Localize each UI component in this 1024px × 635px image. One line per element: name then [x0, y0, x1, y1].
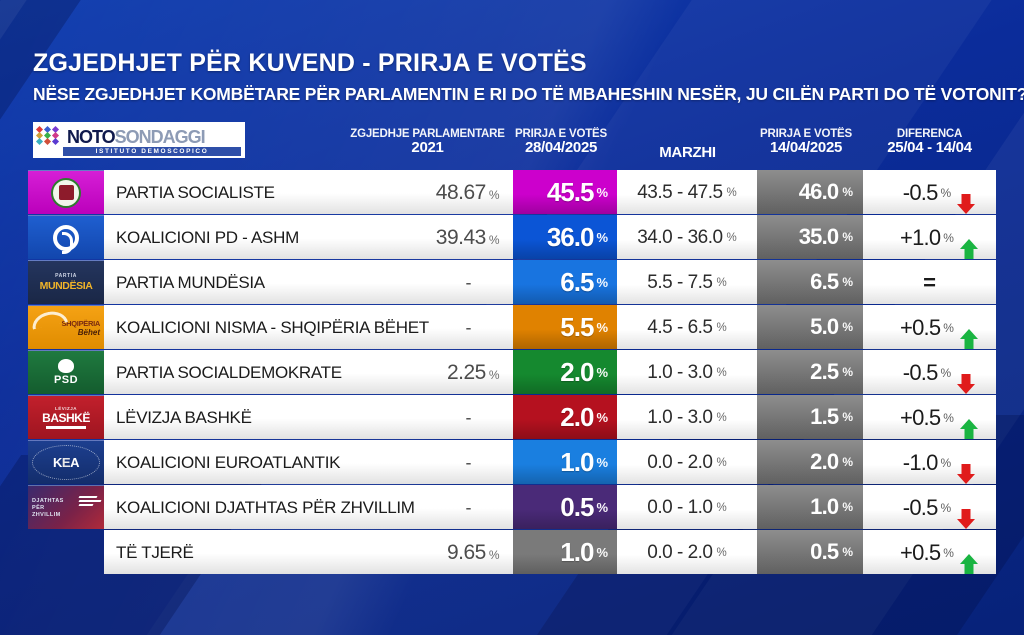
margin-value: 1.0 - 3.0%	[617, 395, 757, 439]
difference-value: +0.5%	[863, 530, 996, 574]
parliament-2021-value: -	[465, 452, 472, 472]
table-row[interactable]: KOALICIONI PD - ASHM 39.43% 36.0% 34.0 - 36…	[28, 215, 996, 259]
current-trend-value: 5.5%	[513, 305, 617, 349]
party-name-cell: PARTIA SOCIALDEMOKRATE 2.25%	[104, 350, 513, 394]
party-name-cell: LËVIZJA BASHKË -	[104, 395, 513, 439]
table-row[interactable]: KEA KOALICIONI EUROATLANTIK -1.0% 0.0 - 2.0…	[28, 440, 996, 484]
current-trend-value: 1.0%	[513, 440, 617, 484]
parliament-2021-value: -	[465, 272, 472, 292]
parliament-2021-value: 2.25%	[446, 360, 500, 384]
logo-word-sondaggi: SONDAGGI	[114, 126, 206, 147]
party-name: LËVIZJA BASHKË	[116, 407, 252, 427]
current-trend-value: 0.5%	[513, 485, 617, 529]
previous-trend-value: 2.0%	[757, 440, 863, 484]
current-trend-value: 45.5%	[513, 170, 617, 214]
margin-value: 4.5 - 6.5%	[617, 305, 757, 349]
parliament-2021-value: 48.67%	[435, 180, 500, 204]
previous-trend-value: 6.5%	[757, 260, 863, 304]
party-name-cell: TË TJERË 9.65%	[104, 530, 513, 574]
party-name-cell: KOALICIONI PD - ASHM 39.43%	[104, 215, 513, 259]
difference-value: +0.5%	[863, 305, 996, 349]
previous-trend-value: 5.0%	[757, 305, 863, 349]
parliament-2021-value: 9.65%	[446, 540, 500, 564]
party-name-cell: PARTIA MUNDËSIA -	[104, 260, 513, 304]
margin-value: 0.0 - 1.0%	[617, 485, 757, 529]
party-name: KOALICIONI EUROATLANTIK	[116, 452, 341, 472]
party-name: PARTIA SOCIALISTE	[116, 182, 275, 202]
page-title: ZGJEDHJET PËR KUVEND - PRIRJA E VOTËS	[33, 49, 587, 77]
party-name: KOALICIONI NISMA - SHQIPËRIA BËHET	[116, 317, 429, 337]
party-logo: LËVIZJA BASHKË	[28, 395, 104, 439]
party-logo: PSD	[28, 350, 104, 394]
previous-trend-value: 0.5%	[757, 530, 863, 574]
table-row[interactable]: LËVIZJA BASHKË LËVIZJA BASHKË - 2.0% 1.0 - 3.…	[28, 395, 996, 439]
column-header-margin: MARZHI	[659, 144, 716, 161]
parliament-2021-value: -	[465, 497, 472, 517]
party-logo: KEA	[28, 440, 104, 484]
difference-value: =	[863, 260, 996, 304]
party-logo: PARTIA MUNDËSIA	[28, 260, 104, 304]
current-trend-value: 1.0%	[513, 530, 617, 574]
party-name: PARTIA SOCIALDEMOKRATE	[116, 362, 342, 382]
party-name-cell: KOALICIONI NISMA - SHQIPËRIA BËHET -	[104, 305, 513, 349]
current-trend-value: 6.5%	[513, 260, 617, 304]
party-name-cell: PARTIA SOCIALISTE 48.67%	[104, 170, 513, 214]
previous-trend-value: 1.5%	[757, 395, 863, 439]
difference-value: +0.5%	[863, 395, 996, 439]
margin-value: 5.5 - 7.5%	[617, 260, 757, 304]
parliament-2021-value: -	[465, 407, 472, 427]
previous-trend-value: 2.5%	[757, 350, 863, 394]
logo-subtitle: ISTITUTO DEMOSCOPICO	[95, 147, 209, 155]
parliament-2021-value: 39.43%	[435, 225, 500, 249]
party-name: PARTIA MUNDËSIA	[116, 272, 265, 292]
difference-value: -0.5%	[863, 485, 996, 529]
difference-value: -0.5%	[863, 170, 996, 214]
table-row[interactable]: PARTIA MUNDËSIA PARTIA MUNDËSIA - 6.5% 5.5 - …	[28, 260, 996, 304]
table-row[interactable]: TË TJERË 9.65% 1.0% 0.0 - 2.0% 0.5% +0.5%	[28, 530, 996, 574]
logo-word-noto: NOTO	[67, 126, 116, 147]
column-header-current-trend: PRIRJA E VOTËS 28/04/2025	[515, 128, 607, 157]
previous-trend-value: 1.0%	[757, 485, 863, 529]
party-name-cell: KOALICIONI EUROATLANTIK -	[104, 440, 513, 484]
margin-value: 0.0 - 2.0%	[617, 440, 757, 484]
current-trend-value: 36.0%	[513, 215, 617, 259]
previous-trend-value: 35.0%	[757, 215, 863, 259]
party-logo	[28, 170, 104, 214]
logo-diamond-icon	[35, 125, 63, 147]
margin-value: 1.0 - 3.0%	[617, 350, 757, 394]
current-trend-value: 2.0%	[513, 350, 617, 394]
difference-value: +1.0%	[863, 215, 996, 259]
party-logo: SHQIPËRIA Bëhet	[28, 305, 104, 349]
party-name-cell: KOALICIONI DJATHTAS PËR ZHVILLIM -	[104, 485, 513, 529]
noto-sondaggi-logo: NOTOSONDAGGI ISTITUTO DEMOSCOPICO	[33, 122, 245, 158]
difference-value: -1.0%	[863, 440, 996, 484]
previous-trend-value: 46.0%	[757, 170, 863, 214]
party-name: KOALICIONI DJATHTAS PËR ZHVILLIM	[116, 497, 415, 517]
table-row[interactable]: DJATHTAS PËR ZHVILLIM KOALICIONI DJATHTAS P…	[28, 485, 996, 529]
margin-value: 43.5 - 47.5%	[617, 170, 757, 214]
parliament-2021-value: -	[465, 317, 472, 337]
results-table: PARTIA SOCIALISTE 48.67% 45.5% 43.5 - 47.5%…	[28, 170, 996, 575]
table-row[interactable]: PARTIA SOCIALISTE 48.67% 45.5% 43.5 - 47.5%…	[28, 170, 996, 214]
column-header-previous-trend: PRIRJA E VOTËS 14/04/2025	[760, 128, 852, 157]
party-logo: DJATHTAS PËR ZHVILLIM	[28, 485, 104, 529]
column-header-difference: DIFERENCA 25/04 - 14/04	[887, 128, 972, 157]
difference-value: -0.5%	[863, 350, 996, 394]
column-header-parliament-2021: ZGJEDHJE PARLAMENTARE 2021	[350, 128, 505, 157]
current-trend-value: 2.0%	[513, 395, 617, 439]
party-name: TË TJERË	[116, 542, 194, 562]
table-row[interactable]: SHQIPËRIA Bëhet KOALICIONI NISMA - SHQIPËR…	[28, 305, 996, 349]
margin-value: 0.0 - 2.0%	[617, 530, 757, 574]
party-logo	[28, 215, 104, 259]
party-name: KOALICIONI PD - ASHM	[116, 227, 299, 247]
table-row[interactable]: PSD PARTIA SOCIALDEMOKRATE 2.25% 2.0% 1.0 - …	[28, 350, 996, 394]
party-logo	[28, 530, 104, 574]
margin-value: 34.0 - 36.0%	[617, 215, 757, 259]
page-subtitle: NËSE ZGJEDHJET KOMBËTARE PËR PARLAMENTIN…	[33, 84, 1024, 104]
